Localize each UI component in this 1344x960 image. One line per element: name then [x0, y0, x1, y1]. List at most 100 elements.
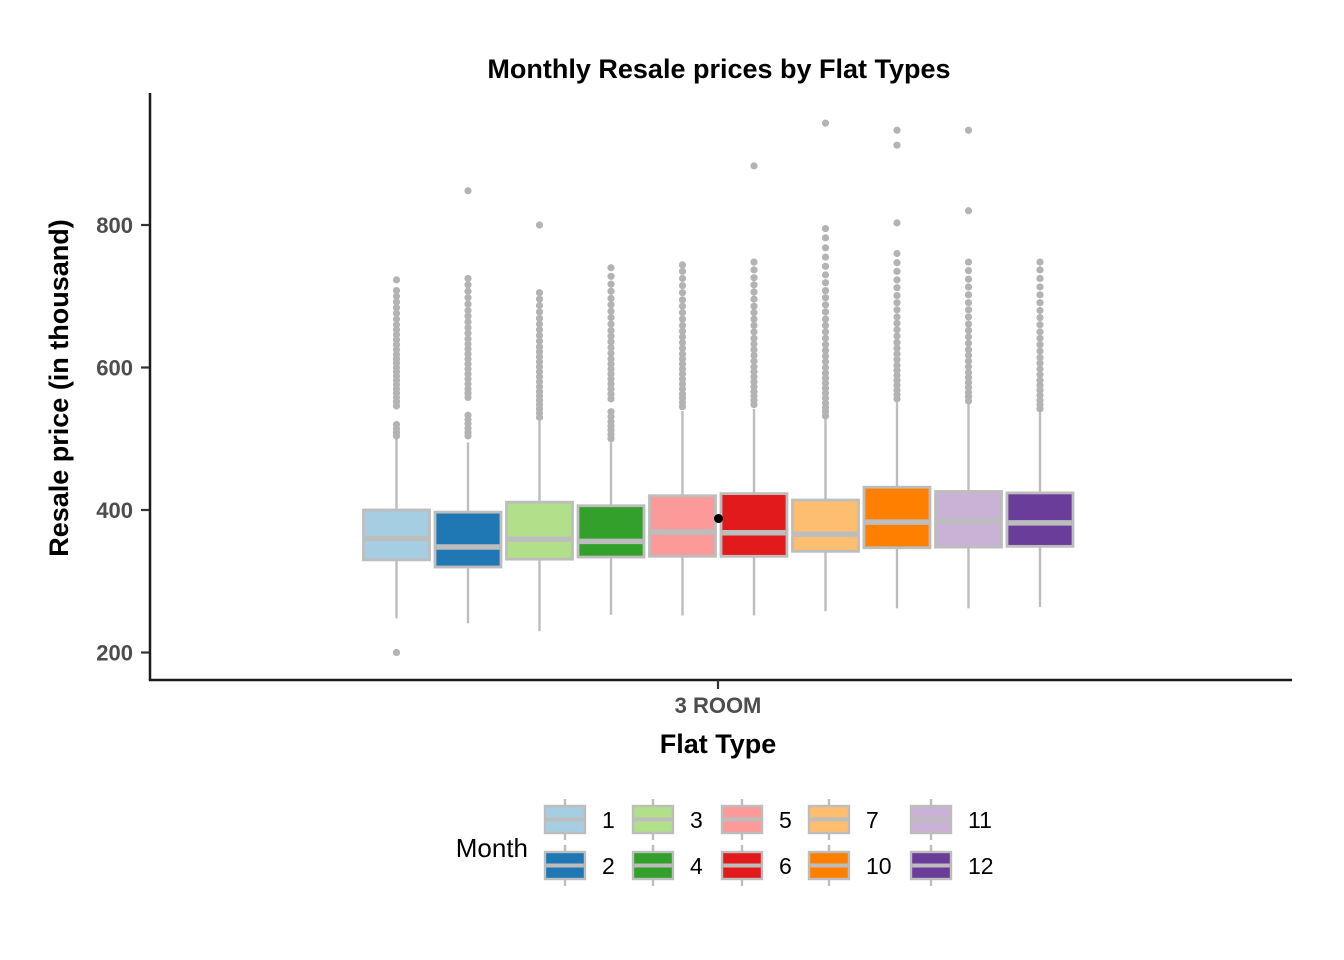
outlier-dot: [1036, 291, 1044, 299]
outlier-dot: [535, 388, 544, 396]
outlier-dot: [893, 332, 901, 340]
outlier-dot: [678, 375, 687, 383]
outlier-dot: [893, 326, 901, 334]
outlier-dot: [392, 292, 401, 300]
outlier-dot: [893, 291, 901, 300]
outlier-dot: [821, 346, 830, 354]
outlier-dot: [607, 320, 615, 328]
outlier-dot: [964, 320, 973, 328]
outlier-dot: [678, 289, 687, 297]
outlier-dot: [464, 324, 472, 332]
outlier-dot: [964, 363, 973, 371]
outlier-dot: [750, 321, 758, 330]
outlier-dot: [678, 315, 687, 323]
outlier-dot: [464, 329, 472, 337]
y-tick-label: 600: [96, 356, 133, 381]
outlier-dot: [464, 355, 472, 363]
outlier-dot: [678, 390, 687, 398]
outlier-dot: [607, 360, 615, 368]
outlier-dot: [392, 321, 401, 329]
outlier-dot: [821, 119, 830, 127]
outlier-dot: [1036, 274, 1044, 283]
outlier-dot: [1036, 371, 1044, 379]
outlier-dot: [678, 333, 687, 341]
outlier-dot: [893, 284, 901, 292]
outlier-dot: [964, 299, 973, 307]
outlier-dot: [964, 333, 973, 341]
outlier-dot: [750, 383, 758, 391]
outlier-dot: [607, 301, 615, 309]
legend-key-month-1: 1: [543, 799, 615, 840]
outlier-dot: [678, 321, 687, 330]
outlier-dot: [678, 302, 687, 310]
legend-key-month-5: 5: [720, 799, 792, 840]
outlier-dot: [678, 327, 687, 335]
outlier-dot: [535, 358, 544, 366]
outlier-dot: [964, 339, 973, 347]
outlier-dot: [750, 363, 758, 371]
legend-key-month-4: 4: [631, 845, 703, 886]
outlier-dot: [607, 332, 615, 340]
outlier-dot: [821, 363, 830, 372]
box: [648, 494, 717, 558]
outlier-dot: [607, 385, 615, 393]
y-tick-label: 200: [96, 641, 133, 666]
outlier-dot: [464, 365, 472, 373]
outlier-dot: [821, 262, 830, 270]
outlier-dot: [535, 383, 544, 391]
outlier-dot: [607, 314, 615, 322]
outlier-dot: [607, 294, 615, 302]
outlier-dot: [392, 315, 401, 323]
legend-key-month-11: 11: [909, 799, 992, 840]
boxplot-month-7: [791, 119, 860, 612]
outlier-dot: [964, 207, 973, 215]
outlier-dot: [535, 368, 544, 376]
outlier-dot: [1036, 396, 1044, 404]
outlier-dot: [821, 341, 830, 349]
outlier-dot: [750, 315, 758, 323]
outlier-dot: [964, 378, 973, 387]
outlier-dot: [893, 141, 901, 149]
outlier-dot: [1036, 381, 1044, 389]
outlier-dot: [392, 336, 401, 344]
outlier-dot: [893, 259, 901, 267]
outlier-dot: [893, 299, 901, 307]
outlier-dot: [893, 319, 901, 327]
boxplot-month-12: [1005, 258, 1075, 607]
outlier-dot: [1036, 353, 1044, 362]
outlier-dot: [607, 287, 615, 295]
boxplot-month-5: [648, 261, 717, 616]
legend-key-label: 6: [779, 853, 792, 879]
outlier-dot: [821, 352, 830, 360]
outlier-dot: [964, 326, 973, 335]
outlier-dot: [464, 340, 472, 348]
outlier-dot: [535, 301, 544, 310]
outlier-dot: [821, 301, 830, 309]
legend-key-label: 4: [690, 853, 703, 879]
outlier-dot: [893, 350, 901, 358]
outlier-dot: [607, 355, 615, 363]
outlier-dot: [964, 373, 973, 382]
outlier-dot: [821, 244, 830, 252]
outlier-dot: [392, 286, 401, 295]
legend-key-month-3: 3: [631, 799, 703, 840]
outlier-dot: [464, 294, 472, 302]
outlier-dot: [893, 126, 901, 134]
outlier-dot: [893, 361, 901, 369]
outlier-dot: [678, 360, 687, 368]
outlier-dot: [464, 345, 472, 353]
outlier-dot: [535, 378, 544, 386]
outlier-dot: [821, 286, 830, 295]
outlier-dot: [893, 356, 901, 364]
outlier-dot: [1036, 334, 1044, 342]
outlier-dot: [535, 331, 544, 340]
outlier-dot: [678, 281, 687, 290]
outlier-dot: [535, 363, 544, 371]
outlier-dot: [535, 221, 544, 229]
outlier-dot: [750, 378, 758, 386]
outlier-dot: [678, 261, 687, 269]
outlier-dot: [392, 331, 401, 339]
outlier-dot: [535, 353, 544, 361]
outlier-dot: [678, 380, 687, 388]
